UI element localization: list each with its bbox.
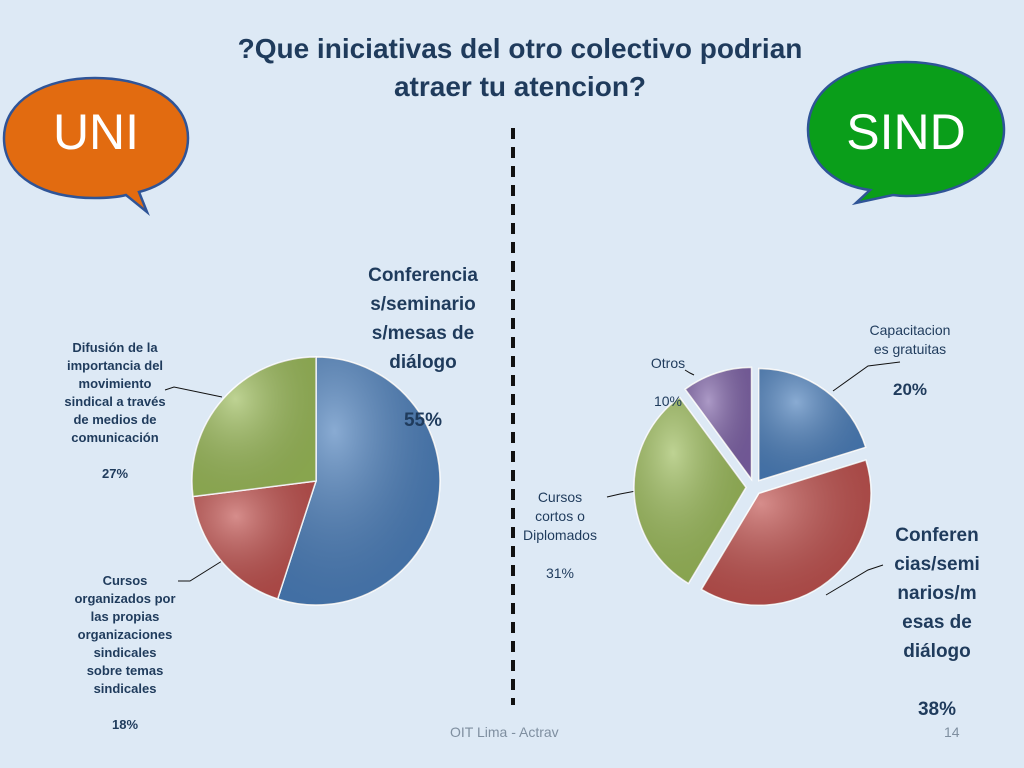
leader-line-right-capacitacion [832, 361, 901, 392]
leader-line-left-difusion [164, 386, 223, 398]
sind-label-otros-value: 10% [653, 393, 683, 409]
uni-pie-slice-shade-0 [277, 357, 440, 605]
uni-bubble-shape [2, 76, 190, 216]
uni-label-difusion: Difusión de la importancia del movimient… [50, 321, 180, 501]
sind-speech-bubble: SIND [806, 60, 1006, 206]
sind-label-cursos-name: Cursos cortos o Diplomados [523, 489, 597, 543]
uni-label-difusion-value: 27% [101, 466, 129, 481]
leader-line-right-conferencias [825, 564, 884, 596]
sind-label-conferencias-value: 38% [917, 699, 957, 720]
pie-chart-sind [633, 366, 872, 607]
uni-label-conferencias: Conferencia s/seminario s/mesas de diálo… [352, 232, 494, 464]
sind-label-capacitacion-value: 20% [892, 380, 928, 399]
sind-label-otros: Otros 10% [640, 335, 696, 430]
uni-label-conferencias-name: Conferencia s/seminario s/mesas de diálo… [368, 265, 478, 373]
uni-label-difusion-name: Difusión de la importancia del movimient… [64, 340, 166, 445]
sind-pie-slice-shade-3 [685, 367, 752, 480]
uni-speech-bubble: UNI [2, 76, 190, 216]
footer-page-number: 14 [944, 724, 960, 740]
uni-label-conferencias-value: 55% [403, 410, 443, 431]
uni-label-cursos-name: Cursos organizados por las propias organ… [74, 573, 176, 696]
uni-pie-slice-shade-1 [192, 481, 316, 599]
sind-label-cursos: Cursos cortos o Diplomados 31% [508, 469, 612, 602]
leader-line-right-cursos [606, 490, 637, 498]
uni-label-cursos: Cursos organizados por las propias organ… [62, 554, 188, 752]
slide-title: ?Que iniciativas del otro colectivo podr… [237, 33, 803, 102]
sind-label-capacitacion: Capacitacion es gratuitas 20% [848, 302, 972, 421]
sind-label-otros-name: Otros [650, 355, 686, 371]
uni-pie-slice-shade-2 [192, 357, 316, 497]
sind-label-cursos-value: 31% [545, 565, 575, 581]
sind-pie-slice-shade-2 [634, 397, 747, 584]
sind-bubble-shape [806, 60, 1006, 206]
sind-label-conferencias: Conferen cias/semi narios/m esas de diál… [875, 492, 999, 753]
sind-pie-slice-shade-1 [701, 460, 871, 606]
leader-line-left-cursos [178, 560, 223, 582]
pie-chart-uni [191, 356, 441, 606]
uni-label-cursos-value: 18% [111, 717, 139, 732]
uni-bubble-text: UNI [53, 104, 139, 160]
sind-bubble-text: SIND [846, 104, 965, 160]
sind-label-conferencias-name: Conferen cias/semi narios/m esas de diál… [894, 525, 980, 662]
footer-source: OIT Lima - Actrav [450, 724, 559, 740]
sind-pie-slice-shade-0 [758, 368, 866, 481]
leader-line-right-otros [684, 369, 695, 376]
sind-label-capacitacion-name: Capacitacion es gratuitas [869, 322, 951, 357]
